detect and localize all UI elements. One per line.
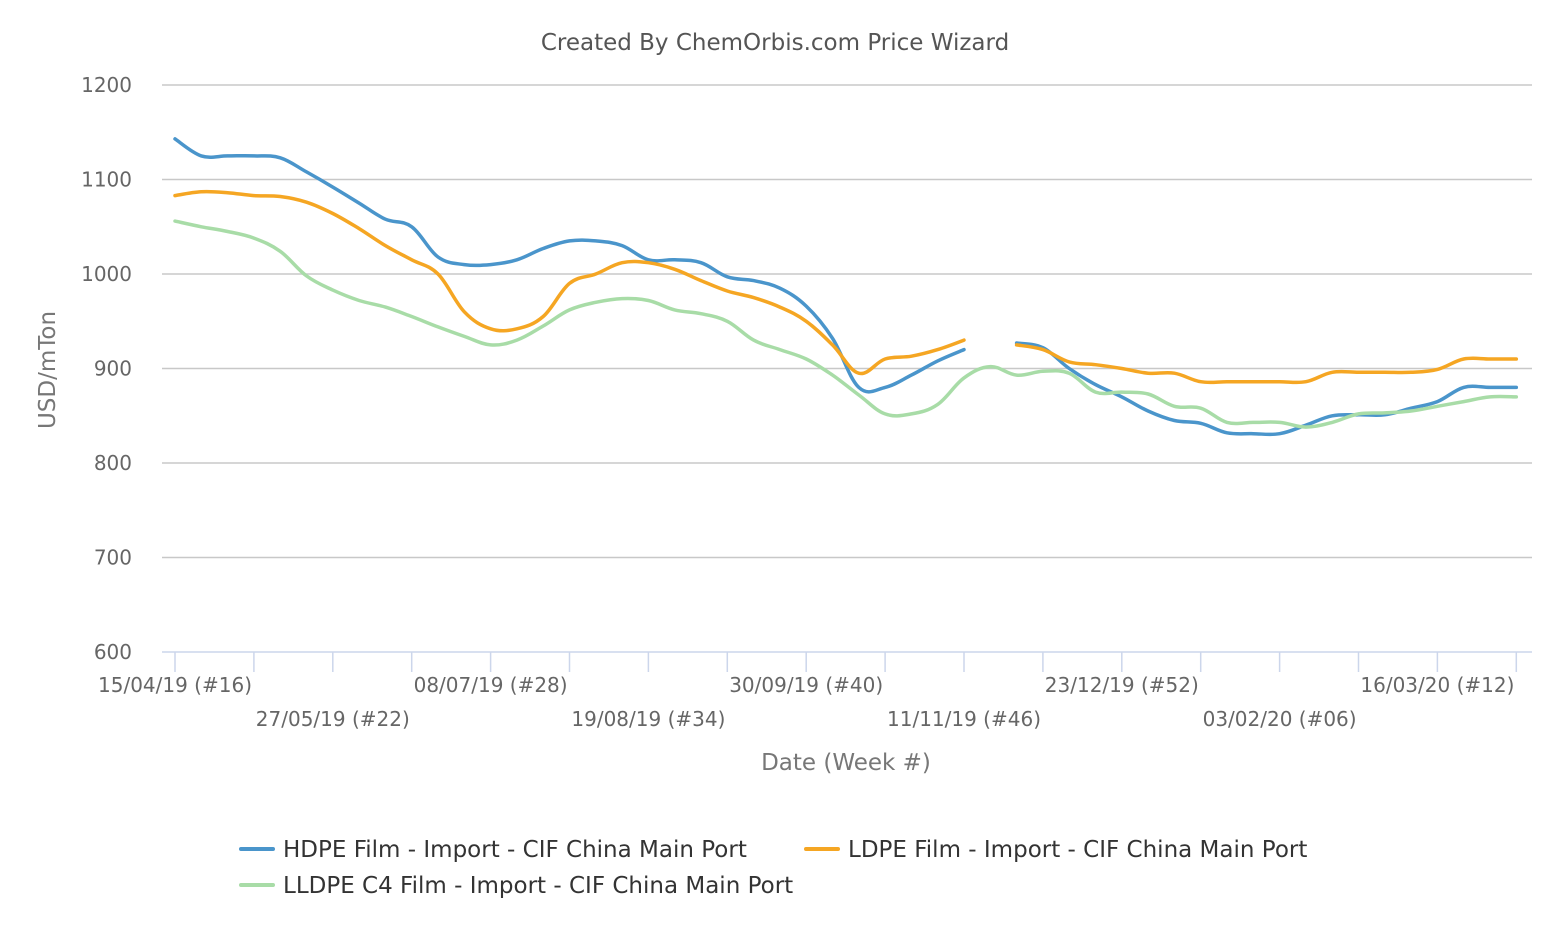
- series-1: [173, 137, 1519, 437]
- x-tick-label: 03/02/20 (#06): [1203, 707, 1357, 731]
- y-axis-ticks: 600 700 800 900 1000 1100 1200: [81, 73, 132, 664]
- legend: HDPE Film - Import - CIF China Main Port…: [239, 837, 1307, 899]
- legend-label: LLDPE C4 Film - Import - CIF China Main …: [283, 873, 793, 899]
- series-2: [173, 189, 1519, 385]
- x-tick-label: 08/07/19 (#28): [414, 673, 568, 697]
- x-tick-label: 27/05/19 (#22): [256, 707, 410, 731]
- x-tick-label: 11/11/19 (#46): [887, 707, 1041, 731]
- chart-title: Created By ChemOrbis.com Price Wizard: [541, 30, 1009, 56]
- y-tick-label: 600: [94, 640, 132, 664]
- x-tick-label: 30/09/19 (#40): [729, 673, 883, 697]
- x-tick-label: 23/12/19 (#52): [1045, 673, 1199, 697]
- series-line: [173, 189, 966, 376]
- series-line: [1014, 343, 1519, 385]
- x-tick-label: 15/04/19 (#16): [98, 673, 252, 697]
- series-3: [173, 219, 1519, 429]
- x-axis-title: Date (Week #): [761, 750, 931, 776]
- legend-item[interactable]: LDPE Film - Import - CIF China Main Port: [804, 837, 1307, 863]
- x-tick-label: 16/03/20 (#12): [1360, 673, 1514, 697]
- x-axis-ticks: 15/04/19 (#16)27/05/19 (#22)08/07/19 (#2…: [98, 652, 1518, 731]
- y-tick-label: 1000: [81, 262, 132, 286]
- series-line: [173, 219, 1519, 429]
- y-tick-label: 700: [94, 546, 132, 570]
- y-tick-label: 900: [94, 357, 132, 381]
- y-axis-title: USD/mTon: [35, 311, 61, 429]
- series-lines: [173, 137, 1519, 437]
- series-line: [173, 137, 966, 394]
- y-tick-label: 1100: [81, 168, 132, 192]
- legend-label: HDPE Film - Import - CIF China Main Port: [283, 837, 747, 863]
- y-tick-label: 800: [94, 451, 132, 475]
- legend-item[interactable]: HDPE Film - Import - CIF China Main Port: [239, 837, 747, 863]
- grid-lines: [162, 84, 1532, 559]
- x-tick-label: 19/08/19 (#34): [571, 707, 725, 731]
- series-line: [1014, 341, 1519, 437]
- legend-label: LDPE Film - Import - CIF China Main Port: [848, 837, 1307, 863]
- y-tick-label: 1200: [81, 73, 132, 97]
- legend-item[interactable]: LLDPE C4 Film - Import - CIF China Main …: [239, 873, 793, 899]
